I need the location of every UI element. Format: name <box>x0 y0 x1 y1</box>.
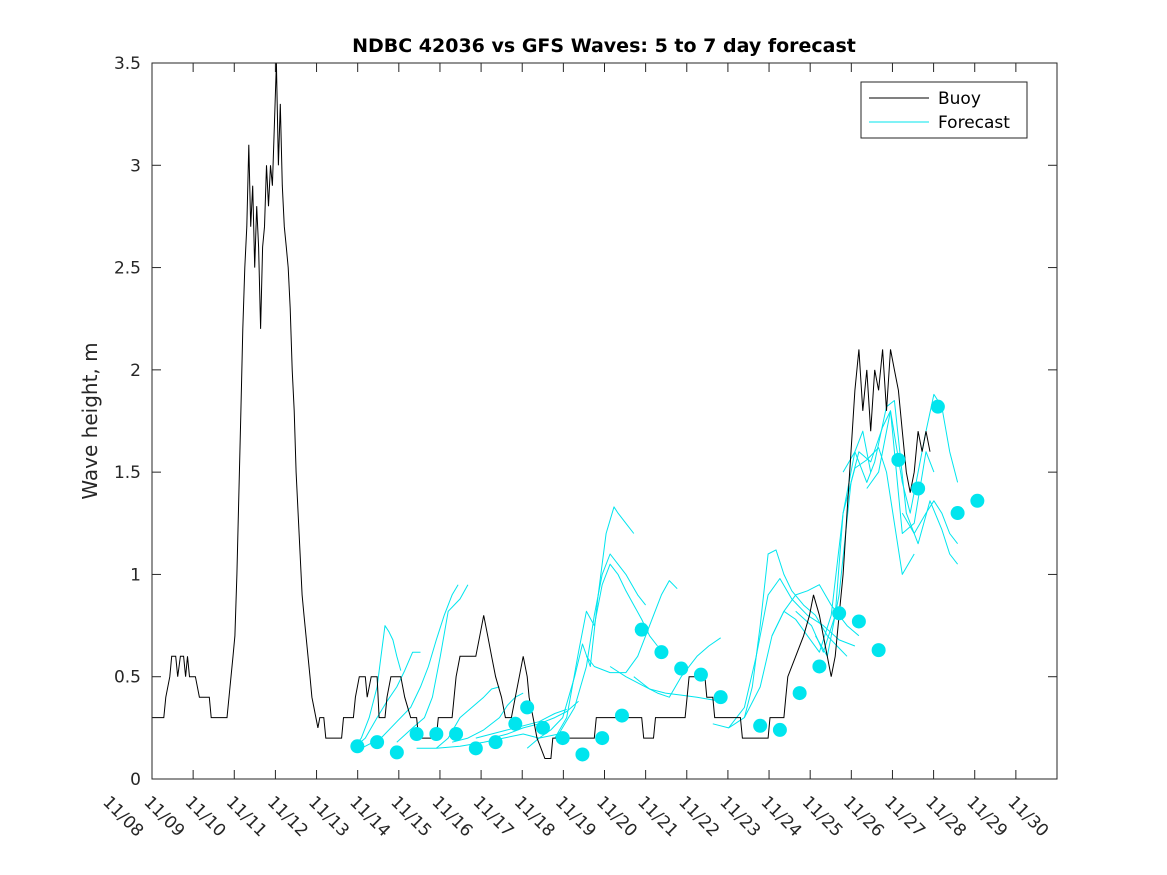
forecast-marker <box>595 731 610 746</box>
forecast-line-21 <box>814 410 935 657</box>
x-tick-label: 11/09 <box>140 792 189 841</box>
x-tick-label: 11/13 <box>304 792 353 841</box>
forecast-line-15 <box>633 676 721 702</box>
x-tick-label: 11/11 <box>222 792 271 841</box>
forecast-marker <box>970 493 985 508</box>
x-tick-label: 11/29 <box>962 792 1011 841</box>
plot-area <box>152 63 1057 779</box>
forecast-line-10 <box>526 506 635 749</box>
forecast-marker <box>389 745 404 760</box>
legend: Buoy Forecast <box>860 81 1028 139</box>
forecast-line-4 <box>396 584 469 743</box>
y-tick-label: 0 <box>130 770 141 790</box>
forecast-marker <box>535 720 550 735</box>
legend-box <box>860 81 1028 139</box>
forecast-marker <box>812 659 827 674</box>
forecast-marker <box>911 481 926 496</box>
forecast-marker <box>520 700 535 715</box>
buoy-series-group <box>152 62 931 759</box>
x-tick-label: 11/15 <box>386 792 435 841</box>
forecast-marker <box>950 506 965 521</box>
forecast-marker <box>634 622 649 637</box>
x-tick-label: 11/16 <box>428 792 477 841</box>
forecast-line-23 <box>866 393 959 514</box>
forecast-marker <box>614 708 629 723</box>
y-axis-label: Wave height, m <box>78 342 102 499</box>
forecast-marker-group <box>350 399 985 762</box>
forecast-line-11 <box>538 553 646 739</box>
forecast-marker <box>429 726 444 741</box>
forecast-line-17 <box>728 578 856 729</box>
forecast-line-7 <box>475 708 567 739</box>
forecast-line-1 <box>353 625 402 749</box>
x-tick-label: 11/12 <box>263 792 312 841</box>
y-tick-label: 2 <box>130 361 141 381</box>
y-tick-label: 1.5 <box>114 463 141 483</box>
x-tick-label: 11/26 <box>839 792 888 841</box>
forecast-marker <box>713 690 728 705</box>
x-tick-label: 11/08 <box>98 792 147 841</box>
chart-title: NDBC 42036 vs GFS Waves: 5 to 7 day fore… <box>352 35 856 57</box>
y-tick-label: 0.5 <box>114 668 141 688</box>
x-tick-label: 11/14 <box>345 792 394 841</box>
forecast-marker <box>488 735 503 750</box>
forecast-line-3 <box>361 584 459 749</box>
legend-label-buoy: Buoy <box>938 89 981 109</box>
y-tick-label: 1 <box>130 565 141 585</box>
forecast-line-12 <box>554 563 658 739</box>
legend-label-forecast: Forecast <box>938 113 1010 133</box>
y-tick-label: 3 <box>130 156 141 176</box>
x-tick-label: 11/21 <box>633 792 682 841</box>
forecast-marker <box>575 747 590 762</box>
forecast-marker <box>555 731 570 746</box>
forecast-line-5 <box>435 686 500 749</box>
forecast-marker <box>468 741 483 756</box>
forecast-marker <box>772 722 787 737</box>
forecast-line-19 <box>771 430 872 653</box>
forecast-line-14 <box>609 637 721 698</box>
x-tick-label: 11/30 <box>1003 792 1052 841</box>
forecast-marker <box>693 667 708 682</box>
buoy-line <box>152 62 931 759</box>
forecast-line-9 <box>416 733 540 749</box>
x-tick-label: 11/25 <box>798 792 847 841</box>
forecast-marker <box>792 686 807 701</box>
x-tick-label: 11/28 <box>921 792 970 841</box>
forecast-marker <box>409 726 424 741</box>
forecast-marker <box>449 726 464 741</box>
y-axis-ticks: 0 0.5 1 1.5 2 2.5 3 3.5 <box>114 54 1057 790</box>
axes-box <box>151 62 1058 780</box>
x-tick-label: 11/10 <box>181 792 230 841</box>
y-tick-label: 3.5 <box>114 54 141 74</box>
forecast-marker <box>370 735 385 750</box>
forecast-marker <box>891 452 906 467</box>
forecast-marker <box>930 399 945 414</box>
y-tick-label: 2.5 <box>114 259 141 279</box>
x-tick-label: 11/20 <box>592 792 641 841</box>
forecast-marker <box>350 739 365 754</box>
x-tick-label: 11/18 <box>510 792 559 841</box>
x-tick-label: 11/19 <box>551 792 600 841</box>
x-tick-label: 11/23 <box>716 792 765 841</box>
forecast-marker <box>674 661 689 676</box>
x-tick-label: 11/27 <box>880 792 929 841</box>
forecast-marker <box>832 606 847 621</box>
x-tick-label: 11/24 <box>757 792 806 841</box>
forecast-marker <box>871 643 886 658</box>
forecast-line-24 <box>901 500 958 545</box>
forecast-marker <box>851 614 866 629</box>
forecast-marker <box>654 645 669 660</box>
forecast-marker <box>753 718 768 733</box>
forecast-marker <box>508 716 523 731</box>
forecast-line-13 <box>586 580 678 674</box>
x-tick-label: 11/17 <box>469 792 518 841</box>
forecast-line-2 <box>353 651 421 749</box>
forecast-series-group <box>353 393 959 749</box>
x-tick-label: 11/22 <box>674 792 723 841</box>
